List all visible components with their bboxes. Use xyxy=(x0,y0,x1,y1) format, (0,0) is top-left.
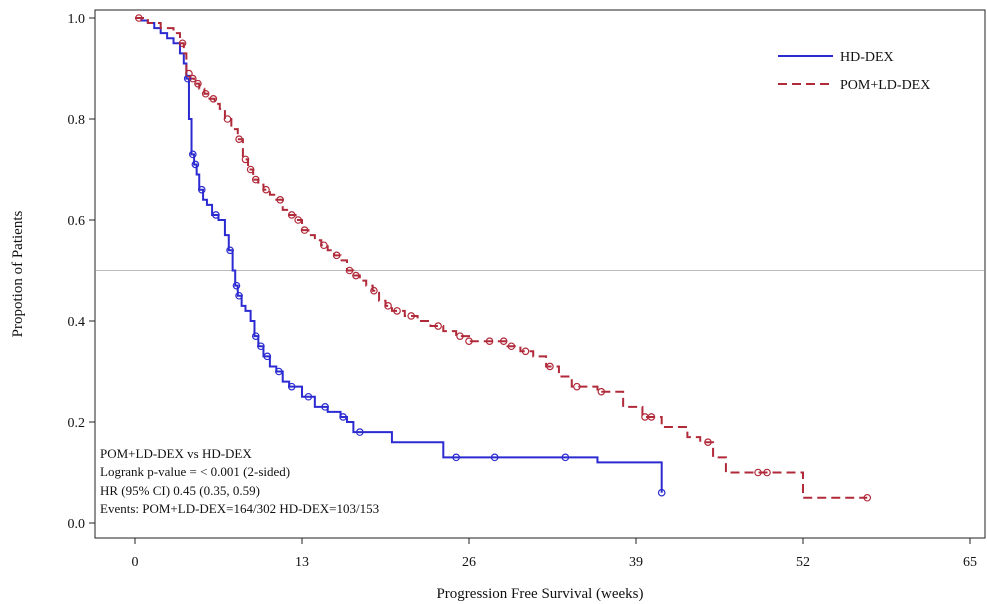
x-tick-label: 39 xyxy=(629,555,643,570)
censor-mark xyxy=(393,307,401,315)
censor-mark xyxy=(561,453,570,462)
censor-mark xyxy=(135,14,143,22)
y-tick-label: 0.2 xyxy=(68,416,86,431)
censor-mark xyxy=(235,135,243,144)
censor-mark xyxy=(657,488,666,497)
censor-mark xyxy=(499,337,508,346)
censor-mark xyxy=(507,342,516,351)
censor-mark xyxy=(287,211,296,219)
censor-mark xyxy=(183,74,192,83)
x-tick-label: 52 xyxy=(796,555,810,570)
series-curve-hd-dex xyxy=(135,17,663,493)
censor-mark xyxy=(262,185,270,194)
censor-mark xyxy=(300,226,309,234)
censor-mark xyxy=(352,271,360,280)
y-tick-label: 0.4 xyxy=(68,315,86,330)
censor-mark xyxy=(263,352,272,361)
censor-mark xyxy=(704,438,712,447)
censor-mark xyxy=(321,403,329,411)
censor-mark xyxy=(212,211,220,219)
censor-mark xyxy=(485,337,494,346)
censor-mark xyxy=(194,79,202,88)
y-tick-label: 0.6 xyxy=(68,214,86,229)
x-tick-label: 13 xyxy=(295,555,309,570)
annotation-line-3: HR (95% CI) 0.45 (0.35, 0.59) xyxy=(100,483,260,498)
curves-layer xyxy=(135,17,868,499)
censor-mark xyxy=(226,246,234,255)
x-axis: 0 13 26 39 52 65 xyxy=(132,538,977,570)
censor-mark xyxy=(356,428,364,436)
censor-mark xyxy=(178,39,187,48)
censor-mark xyxy=(287,382,296,391)
y-tick-label: 0.0 xyxy=(68,517,86,532)
censor-mark xyxy=(304,392,313,401)
censor-mark xyxy=(407,312,415,320)
y-axis-title: Propotion of Patients xyxy=(10,211,26,338)
censor-mark xyxy=(257,342,265,351)
stats-annotation: POM+LD-DEX vs HD-DEX Logrank p-value = <… xyxy=(100,446,379,516)
censor-mark xyxy=(251,332,260,340)
censor-mark xyxy=(370,286,378,295)
y-tick-label: 1.0 xyxy=(68,12,86,27)
x-tick-label: 65 xyxy=(963,555,977,570)
censor-mark xyxy=(191,160,200,169)
censor-mark xyxy=(198,185,206,194)
censor-mark xyxy=(490,453,499,462)
y-axis: 0.0 0.2 0.4 0.6 0.8 1.0 xyxy=(68,12,95,532)
censor-mark xyxy=(863,493,872,502)
censor-mark xyxy=(384,302,392,310)
legend: HD-DEX POM+LD-DEX xyxy=(778,50,930,93)
plot-frame xyxy=(94,9,986,539)
x-tick-label: 0 xyxy=(132,555,139,570)
censor-mark xyxy=(573,382,581,391)
x-tick-label: 26 xyxy=(462,555,476,570)
censor-mark xyxy=(763,468,771,477)
censor-mark xyxy=(275,367,283,376)
censor-mark xyxy=(597,387,606,396)
censor-mark xyxy=(235,291,243,300)
censor-mark xyxy=(241,155,250,164)
annotation-line-4: Events: POM+LD-DEX=164/302 HD-DEX=103/15… xyxy=(100,501,379,516)
censor-mark xyxy=(345,266,354,275)
censor-mark xyxy=(546,362,554,371)
legend-label-pom-ld-dex: POM+LD-DEX xyxy=(840,78,930,93)
censor-mark xyxy=(185,69,193,78)
censor-mark xyxy=(276,196,284,204)
censor-mark xyxy=(251,175,260,184)
censor-mark xyxy=(294,216,302,224)
annotation-line-1: POM+LD-DEX vs HD-DEX xyxy=(100,446,252,461)
censor-mark xyxy=(232,281,241,290)
censor-mark xyxy=(246,165,255,174)
censor-mark xyxy=(320,241,328,250)
censor-mark xyxy=(223,115,232,123)
censor-mark xyxy=(456,332,464,340)
censor-mark xyxy=(332,251,341,260)
censor-mark xyxy=(465,337,473,346)
series-curve-pom-ld-dex xyxy=(135,17,868,499)
censor-marks-layer xyxy=(135,14,872,502)
censor-mark xyxy=(434,322,442,330)
legend-label-hd-dex: HD-DEX xyxy=(840,50,894,65)
censor-mark xyxy=(754,468,762,477)
x-axis-title: Progression Free Survival (weeks) xyxy=(436,586,643,602)
censor-mark xyxy=(647,413,656,421)
censor-mark xyxy=(521,347,530,356)
censor-mark xyxy=(452,453,460,462)
censor-mark xyxy=(189,74,197,83)
annotation-line-2: Logrank p-value = < 0.001 (2-sided) xyxy=(100,464,290,479)
censor-mark xyxy=(189,150,197,159)
censor-mark xyxy=(201,89,210,98)
censor-mark xyxy=(339,413,347,421)
censor-mark xyxy=(209,95,218,103)
y-tick-label: 0.8 xyxy=(68,113,86,128)
